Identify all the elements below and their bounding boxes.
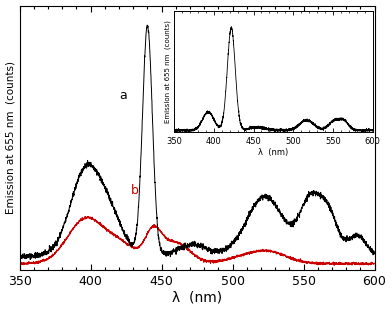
Text: b: b bbox=[131, 184, 138, 197]
Text: a: a bbox=[119, 89, 127, 102]
X-axis label: λ  (nm): λ (nm) bbox=[172, 290, 222, 304]
Y-axis label: Emission at 655 nm  (counts): Emission at 655 nm (counts) bbox=[5, 61, 16, 214]
